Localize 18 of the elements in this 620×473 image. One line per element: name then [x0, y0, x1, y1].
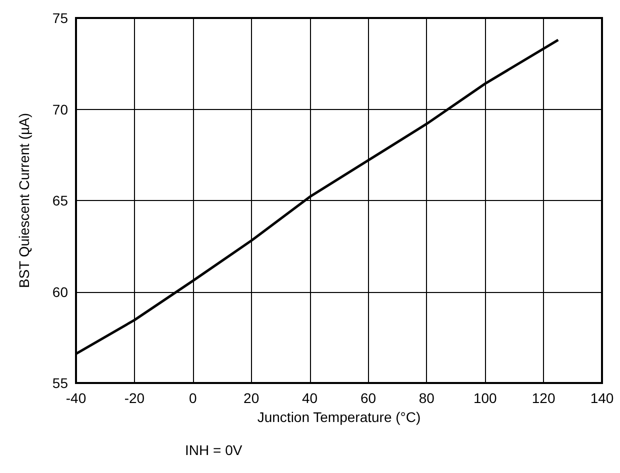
x-tick-label: 100 — [473, 390, 498, 406]
x-axis-title: Junction Temperature (°C) — [257, 408, 421, 425]
y-tick-label: 65 — [52, 192, 68, 208]
x-tick-label: 20 — [244, 390, 260, 406]
x-tick-label: 120 — [532, 390, 556, 406]
x-tick-label: 40 — [302, 390, 318, 406]
x-tick-label: -40 — [66, 390, 86, 406]
y-tick-label: 75 — [52, 10, 68, 26]
x-tick-label: 60 — [360, 390, 376, 406]
x-tick-label: -20 — [124, 390, 145, 406]
x-tick-label: 0 — [188, 390, 197, 406]
text: INH = 0V — [185, 442, 243, 458]
x-tick-label: 80 — [418, 390, 435, 406]
y-tick-label: 70 — [52, 101, 68, 118]
x-tick-label: 140 — [590, 390, 614, 406]
y-tick-label: 55 — [52, 375, 68, 391]
y-tick-label: 60 — [52, 284, 68, 300]
y-axis-title: BST Quiescent Current (µA) — [16, 112, 32, 288]
